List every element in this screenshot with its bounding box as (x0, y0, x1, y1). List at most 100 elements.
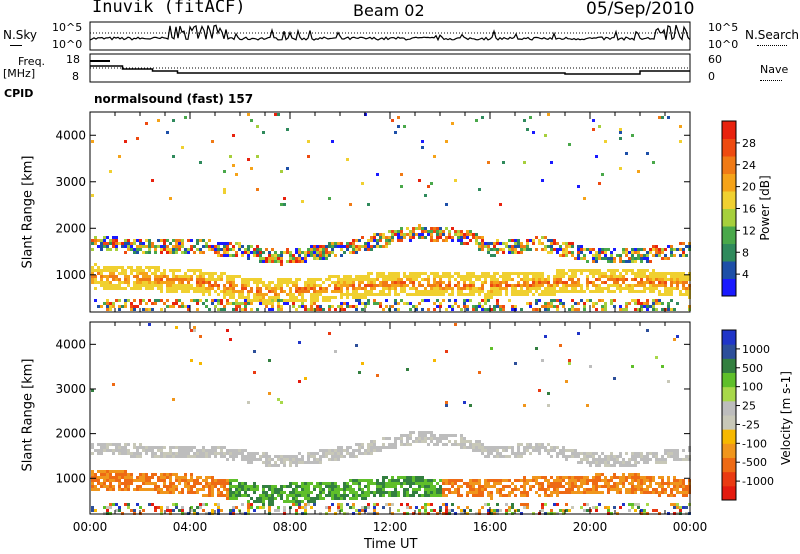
power-cell (124, 278, 127, 281)
power-cell (316, 278, 319, 281)
velocity-colorbar-swatch (722, 471, 736, 487)
velocity-cell (484, 488, 487, 491)
velocity-cell (676, 452, 679, 455)
velocity-cell (424, 482, 427, 485)
velocity-cell (370, 479, 373, 482)
velocity-cell (406, 479, 409, 482)
power-cell (394, 275, 397, 278)
power-cell (277, 287, 280, 290)
power-cell (631, 269, 634, 272)
power-cell (322, 299, 325, 302)
power-cell (640, 275, 643, 278)
power-cell (538, 239, 541, 242)
power-cell (292, 284, 295, 287)
velocity-cell (343, 497, 346, 500)
power-cell (109, 272, 112, 275)
velocity-cell (157, 491, 160, 494)
power-cell (610, 260, 613, 263)
power-cell (475, 242, 478, 245)
velocity-cell (484, 503, 487, 506)
velocity-cell (424, 479, 427, 482)
power-cell (553, 293, 556, 296)
power-cell (577, 257, 580, 260)
power-cell (670, 287, 673, 290)
velocity-cell (235, 455, 238, 458)
power-cell (292, 296, 295, 299)
power-cell (529, 287, 532, 290)
power-cell (352, 293, 355, 296)
power-cell (385, 236, 388, 239)
velocity-cell (289, 500, 292, 503)
power-cell (109, 308, 112, 311)
power-cell (223, 248, 226, 251)
velocity-cell (514, 452, 517, 455)
velocity-cell (673, 455, 676, 458)
power-cell (439, 293, 442, 296)
power-cell (340, 293, 343, 296)
velocity-cell (547, 488, 550, 491)
power-cell (541, 305, 544, 308)
velocity-cell (115, 473, 118, 476)
power-cell (190, 278, 193, 281)
power-cell (412, 275, 415, 278)
velocity-cell (661, 488, 664, 491)
velocity-cell (613, 476, 616, 479)
power-cell (436, 290, 439, 293)
velocity-cell (229, 491, 232, 494)
power-cell (352, 242, 355, 245)
power-cell (376, 284, 379, 287)
power-cell (208, 308, 211, 311)
velocity-cell (109, 485, 112, 488)
power-cell (523, 248, 526, 251)
velocity-cell (370, 452, 373, 455)
velocity-cell (202, 479, 205, 482)
power-cell (400, 227, 403, 230)
velocity-cell (664, 452, 667, 455)
power-cell (232, 245, 235, 248)
velocity-cell (235, 494, 238, 497)
power-cell (175, 302, 178, 305)
velocity-cell (403, 479, 406, 482)
power-cell (403, 281, 406, 284)
velocity-cell (295, 494, 298, 497)
velocity-cell (544, 476, 547, 479)
velocity-cell (319, 449, 322, 452)
velocity-cell (604, 479, 607, 482)
power-cell (301, 290, 304, 293)
power-cell (268, 302, 271, 305)
velocity-cell (271, 485, 274, 488)
velocity-cell (262, 485, 265, 488)
velocity-colorbar-tick-label: 500 (742, 362, 763, 375)
power-cell (301, 257, 304, 260)
power-cell (211, 140, 214, 143)
power-cell (193, 245, 196, 248)
velocity-cell (112, 488, 115, 491)
power-cell (412, 287, 415, 290)
velocity-cell (478, 485, 481, 488)
freq-tick-top: 18 (66, 53, 80, 66)
velocity-cell (547, 485, 550, 488)
velocity-cell (100, 476, 103, 479)
velocity-cell (670, 482, 673, 485)
power-cell (361, 182, 364, 185)
velocity-cell (109, 488, 112, 491)
velocity-cell (199, 455, 202, 458)
power-cell (418, 290, 421, 293)
power-cell (103, 242, 106, 245)
power-cell (637, 257, 640, 260)
velocity-cell (259, 455, 262, 458)
power-cell (580, 284, 583, 287)
velocity-cell (106, 485, 109, 488)
velocity-colorbar-frame (721, 329, 737, 501)
power-cell (400, 173, 403, 176)
power-cell (496, 248, 499, 251)
power-cell (154, 299, 157, 302)
power-cell (190, 299, 193, 302)
velocity-cell (268, 458, 271, 461)
power-cell (478, 305, 481, 308)
velocity-colorbar-swatch (722, 330, 736, 345)
velocity-cell (199, 335, 202, 338)
velocity-cell (337, 497, 340, 500)
velocity-cell (559, 452, 562, 455)
power-cell (463, 287, 466, 290)
